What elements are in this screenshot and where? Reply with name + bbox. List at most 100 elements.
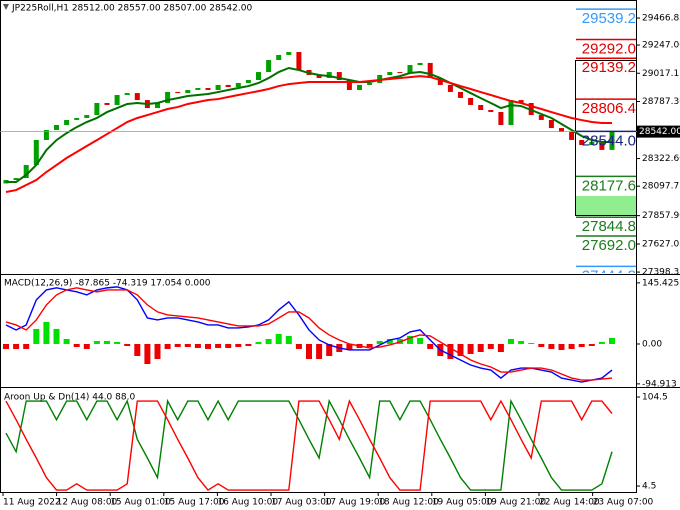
histogram-bar (578, 343, 585, 348)
histogram-bar (477, 343, 484, 353)
histogram-bar (386, 338, 393, 344)
candle (276, 54, 282, 61)
candle (458, 91, 463, 98)
histogram-bar (407, 335, 413, 344)
candle (215, 84, 221, 90)
candle (54, 124, 59, 131)
aroon-title: Aroon Up & Dn(14) 44.0 88.0 (4, 393, 135, 403)
candle (23, 165, 29, 179)
axes: 29466.85 29247.00 29017.15 28787.30 28322.60… (2, 14, 680, 508)
candle (367, 82, 373, 85)
candle (104, 102, 110, 105)
level-label: 29539.2 (582, 10, 636, 27)
histogram-bar (285, 335, 292, 344)
histogram-bar (245, 343, 252, 346)
candle (538, 115, 544, 120)
candle (155, 102, 160, 109)
candle (336, 72, 342, 81)
y-tick-label: 4.5 (642, 482, 656, 492)
candle (609, 131, 615, 150)
candle (589, 141, 595, 146)
histogram-bar (306, 343, 312, 360)
candle (346, 80, 352, 90)
histogram-bar (83, 343, 90, 349)
x-tick-label: 12 Aug 08:00 (57, 498, 118, 508)
candle (296, 52, 302, 70)
candle (548, 119, 554, 129)
candle (256, 72, 261, 81)
y-tick-label: 28322.60 (642, 154, 680, 164)
candle (266, 60, 272, 73)
histogram-bar (225, 343, 232, 348)
candle (437, 77, 443, 85)
y-tick-label: 29466.85 (642, 14, 680, 24)
histogram-bar (104, 340, 110, 344)
histogram-bar (3, 343, 9, 349)
candle (84, 115, 90, 118)
x-tick-label: 16 Aug 10:00 (217, 498, 278, 508)
candle (387, 72, 393, 75)
histogram-bar (457, 343, 464, 356)
histogram-bar (568, 343, 575, 349)
histogram-bar (598, 341, 605, 344)
candle (94, 102, 100, 116)
candle (326, 72, 332, 78)
histogram-bar (326, 343, 333, 356)
histogram-bar (164, 343, 171, 349)
candle (235, 82, 241, 88)
histogram-bar (43, 321, 50, 344)
histogram-bar (376, 340, 383, 344)
candle (316, 74, 322, 78)
histogram-bar (528, 342, 535, 344)
chart-title: JP225Roll,H1 28512.00 28557.00 28507.00 … (11, 4, 252, 14)
macd-panel (3, 286, 615, 383)
y-tick-label: 27398.35 (642, 268, 680, 278)
level-label: 29139.2 (582, 59, 636, 76)
histogram-bar (295, 343, 302, 349)
series-line (6, 66, 612, 183)
series-line (5, 399, 613, 491)
candle (498, 111, 504, 125)
histogram-bar (114, 341, 121, 344)
series-line (5, 75, 612, 194)
histogram-bar (588, 343, 595, 346)
histogram-bar (497, 343, 504, 353)
candle (245, 80, 251, 83)
histogram-bar (73, 343, 80, 348)
range-box-fill (576, 196, 636, 215)
histogram-bar (467, 343, 474, 354)
histogram-bar (134, 343, 141, 356)
histogram-bar (255, 341, 262, 344)
y-tick-label: 29017.15 (642, 69, 680, 79)
y-tick-label: 28787.30 (642, 97, 680, 107)
histogram-bar (235, 343, 242, 348)
x-tick-label: 17 Aug 03:00 (271, 498, 332, 508)
histogram-bar (508, 338, 514, 344)
candle (478, 104, 484, 110)
histogram-bar (124, 343, 131, 346)
histogram-bar (33, 328, 40, 344)
histogram-bar (194, 343, 201, 348)
candle (508, 100, 514, 125)
macd-title: MACD(12,26,9) -87.865 -74.319 17.054 0.0… (4, 279, 211, 289)
candle (559, 128, 564, 132)
histogram-bar (23, 343, 30, 349)
symbol-icon (3, 4, 9, 10)
aroon-panel (5, 398, 613, 491)
histogram-bar (487, 343, 494, 349)
x-tick-label: 23 Aug 07:00 (593, 498, 654, 508)
x-tick-label: 17 Aug 19:00 (325, 498, 386, 508)
level-label: 27844.8 (582, 218, 636, 235)
candle (124, 93, 130, 96)
candle (397, 72, 403, 74)
histogram-bar (13, 343, 20, 349)
x-tick-label: 15 Aug 17:00 (164, 498, 225, 508)
series-line (5, 287, 613, 381)
candle (175, 91, 181, 94)
candle (64, 119, 70, 125)
candle (579, 139, 585, 146)
histogram-bar (275, 333, 282, 344)
candle (447, 84, 453, 92)
x-tick-label: 19 Aug 05:00 (432, 498, 493, 508)
